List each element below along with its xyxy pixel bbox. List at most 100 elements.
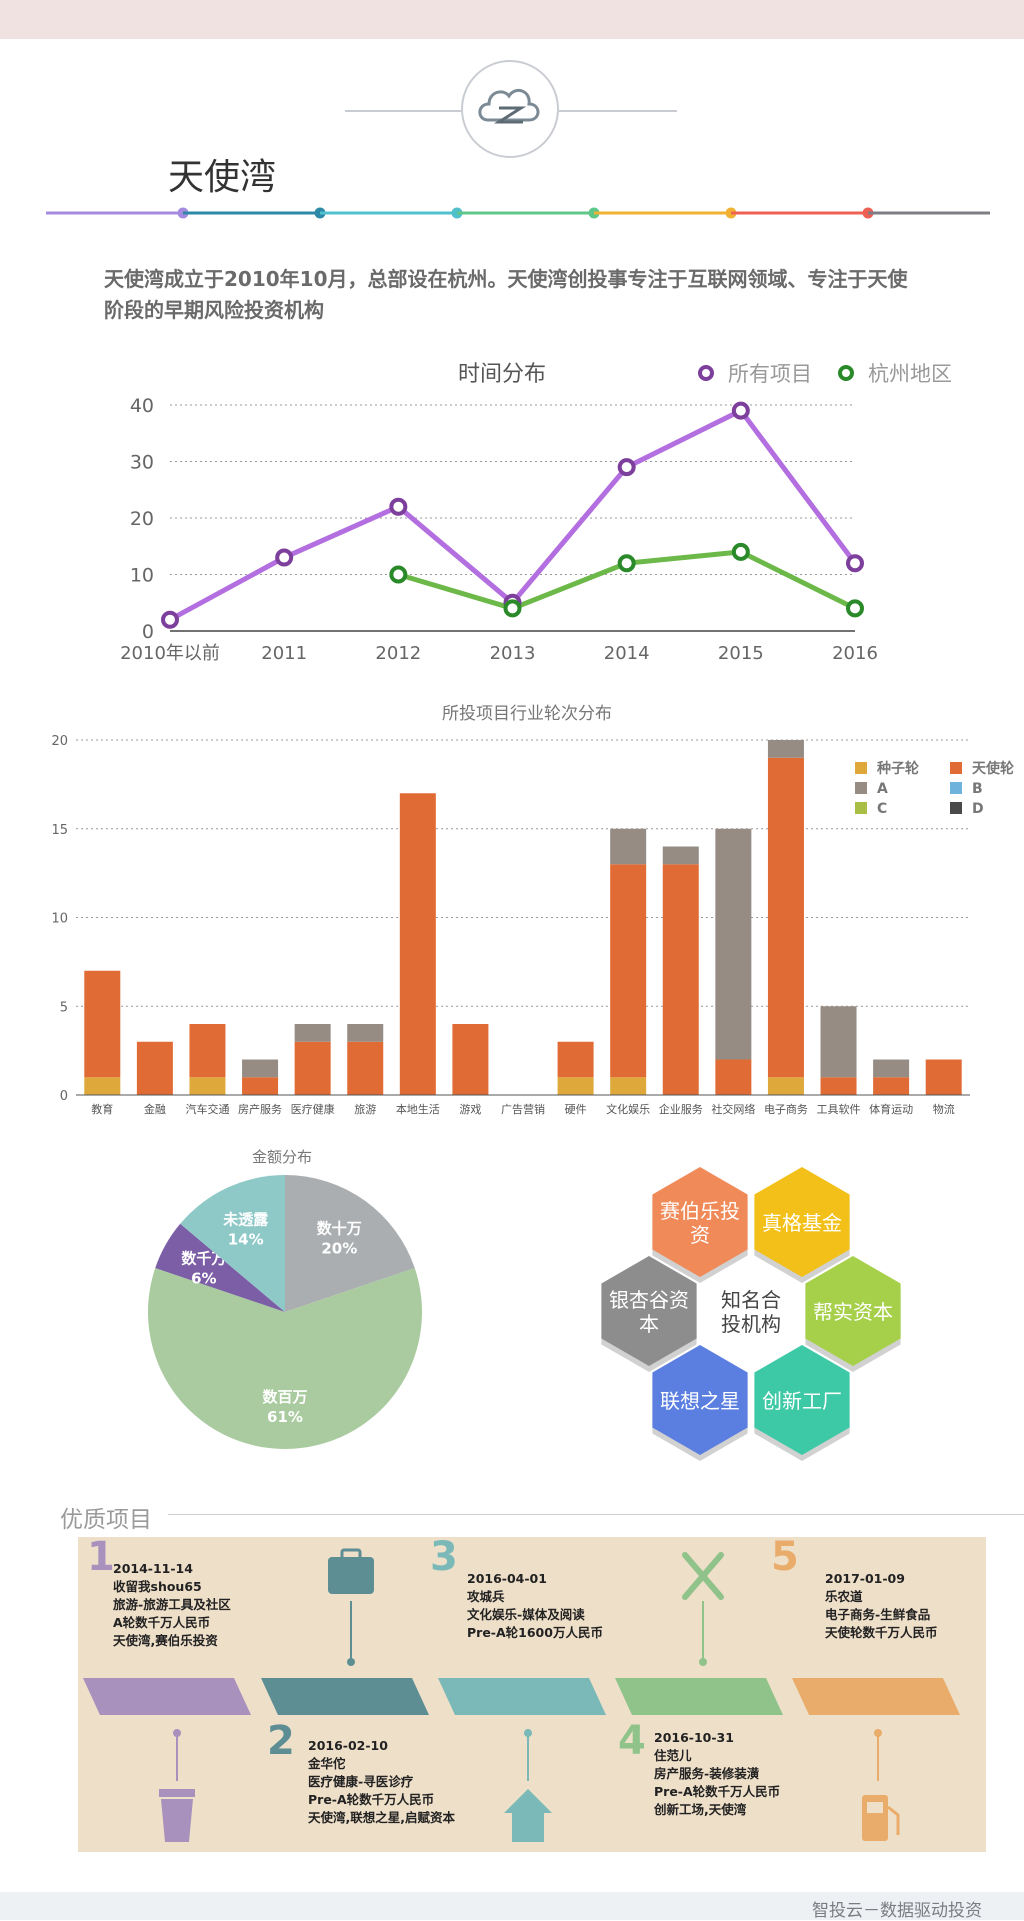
x-tick-label: 本地生活 [396, 1102, 440, 1115]
x-tick-label: 2014 [604, 643, 650, 664]
project-line: Pre-A轮1600万人民币 [467, 1625, 603, 1640]
x-tick-label: 汽车交通 [185, 1102, 229, 1115]
legend-label: 杭州地区 [868, 362, 952, 386]
coinvestor-name: 联想之星 [660, 1389, 740, 1413]
data-point [846, 599, 864, 618]
bar-segment [242, 1059, 279, 1078]
tools-icon [682, 1552, 724, 1600]
x-tick-label: 医疗健康 [291, 1102, 335, 1115]
x-tick-label: 旅游 [354, 1102, 376, 1115]
project-line: 房产服务-装修装潢 [654, 1766, 760, 1781]
x-tick-label: 2011 [261, 643, 307, 664]
y-tick-label: 40 [130, 395, 154, 417]
data-point [617, 458, 636, 477]
center-label: 知名合 [721, 1288, 781, 1312]
bar-segment [610, 828, 647, 865]
connector-dot [874, 1729, 882, 1737]
projects-graphics [83, 1548, 960, 1842]
bar-segment [820, 1006, 857, 1078]
y-tick-label: 10 [51, 912, 68, 927]
legend-swatch [950, 802, 962, 814]
project-card[interactable]: 2014-11-14 收留我shou65 旅游-旅游工具及社区 A轮数千万人民币 天使湾… [113, 1560, 231, 1650]
y-tick-label: 20 [51, 734, 68, 749]
pie-percent: 61% [267, 1408, 303, 1426]
line-chart-title: 时间分布 [458, 362, 546, 387]
project-card[interactable]: 2016-04-01 攻城兵 文化娱乐-媒体及阅读 Pre-A轮1600万人民币 [467, 1570, 603, 1642]
coinvestor-name: 帮实资本 [813, 1300, 893, 1324]
bar-segment [347, 1024, 384, 1042]
project-line: 2016-10-31 [654, 1730, 734, 1745]
x-tick-label: 广告营销 [501, 1102, 545, 1115]
connector-dot [347, 1658, 355, 1666]
briefcase-handle [340, 1548, 362, 1561]
page-title: 天使湾 [168, 157, 277, 198]
data-point [846, 554, 864, 573]
line-chart: 时间分布 0 10 20 30 40 2010年以前 2011 2012 2013 2014 2015… [120, 362, 952, 664]
footer: 智投云－数据驱动投资 [0, 1892, 1024, 1921]
footer-text: 智投云－数据驱动投资 [812, 1901, 982, 1921]
bar-segment [767, 740, 804, 758]
project-card[interactable]: 2016-02-10 金华佗 医疗健康-寻医诊疗 Pre-A轮数千万人民币 天使湾,联想… [308, 1737, 455, 1827]
bar-segment [873, 1059, 910, 1078]
bar-chart-title: 所投项目行业轮次分布 [442, 704, 612, 724]
y-tick-label: 0 [60, 1089, 68, 1104]
project-card[interactable]: 2016-10-31 住范儿 房产服务-装修装潢 Pre-A轮数千万人民币 创新工场,天… [654, 1729, 780, 1819]
data-point [389, 565, 408, 584]
bar-segment [662, 864, 699, 1095]
project-line: 住范儿 [654, 1748, 692, 1763]
bar-segment [715, 1059, 752, 1095]
x-tick-label: 2013 [490, 643, 536, 664]
x-tick-label: 硬件 [565, 1103, 587, 1115]
project-line: 2017-01-09 [825, 1571, 905, 1586]
bar-segment [189, 1077, 226, 1095]
section-title: 优质项目 [60, 1507, 152, 1533]
legend-label: A [877, 781, 888, 797]
timeline-band-segment [792, 1678, 960, 1715]
legend-label: D [972, 801, 984, 817]
bar-segment [136, 1041, 173, 1095]
y-tick-label: 5 [60, 1000, 68, 1015]
cup-lid [159, 1789, 195, 1797]
cup-icon [161, 1799, 193, 1842]
description: 天使湾成立于2010年10月，总部设在杭州。天使湾创投事专注于互联网领域、专注于… [104, 267, 908, 322]
pie-label: 数百万 [262, 1388, 307, 1406]
pie-percent: 20% [321, 1239, 357, 1257]
x-tick-label: 工具软件 [817, 1102, 861, 1115]
x-tick-label: 文化娱乐 [606, 1102, 650, 1115]
bar-segment [557, 1041, 594, 1078]
data-point [389, 497, 408, 516]
project-line: Pre-A轮数千万人民币 [654, 1784, 781, 1799]
project-line: 天使湾,赛伯乐投资 [113, 1633, 218, 1648]
logo-line-right [559, 110, 677, 112]
bar-segment [557, 1077, 594, 1095]
data-point [731, 401, 750, 420]
pie-percent: 6% [191, 1269, 216, 1287]
bar-segment [84, 1077, 121, 1095]
legend-label: 种子轮 [876, 760, 919, 777]
pie-label: 未透露 [222, 1211, 269, 1229]
y-tick-label: 10 [130, 565, 154, 587]
coinvestor-name: 赛伯乐投 [660, 1199, 740, 1223]
project-card[interactable]: 2017-01-09 乐农道 电子商务-生鲜食品 天使轮数千万人民币 [825, 1570, 938, 1642]
bar-segment [767, 757, 804, 1078]
coinvestor-name: 银杏谷资 [609, 1288, 689, 1312]
bar-segment [399, 793, 436, 1095]
timeline-band-segment [438, 1678, 606, 1715]
project-line: 2016-04-01 [467, 1571, 547, 1586]
x-tick-label: 房产服务 [238, 1102, 282, 1115]
bar-segment [873, 1077, 910, 1095]
connector-dot [173, 1729, 181, 1737]
legend-marker [698, 365, 714, 381]
legend-swatch [855, 802, 867, 814]
coinvestor-hexagon [754, 1167, 850, 1277]
legend-swatch [950, 782, 962, 794]
bar-segment [925, 1059, 962, 1095]
project-number: 2 [267, 1718, 295, 1764]
y-tick-label: 15 [51, 823, 68, 838]
series-line [168, 408, 858, 622]
project-number: 3 [430, 1534, 458, 1580]
y-tick-label: 30 [130, 452, 154, 474]
timeline [46, 207, 990, 219]
legend-swatch [855, 782, 867, 794]
x-tick-label: 2012 [375, 643, 421, 664]
